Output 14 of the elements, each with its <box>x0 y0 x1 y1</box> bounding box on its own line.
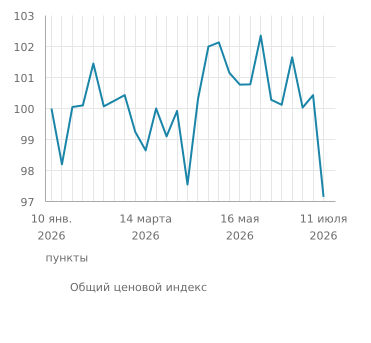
x-tick-label: 16 мая 2026 <box>220 212 260 242</box>
line-series <box>50 34 325 198</box>
y-tick-label: 101 <box>14 72 35 85</box>
y-tick-label: 97 <box>20 196 35 209</box>
y-tick-label: 103 <box>14 10 35 23</box>
x-tick-label: 11 июля 2026 <box>300 212 348 242</box>
text: пункты <box>46 252 88 264</box>
x-tick-label: 14 марта 2026 <box>119 212 172 242</box>
y-tick-label: 98 <box>20 165 35 178</box>
x-tick-label: 10 янв. 2026 <box>30 212 72 242</box>
y-tick-label: 100 <box>14 103 35 116</box>
y-tick-label: 99 <box>20 134 35 147</box>
y-tick-label: 102 <box>14 41 35 54</box>
text: Общий ценовой индекс <box>70 281 208 294</box>
